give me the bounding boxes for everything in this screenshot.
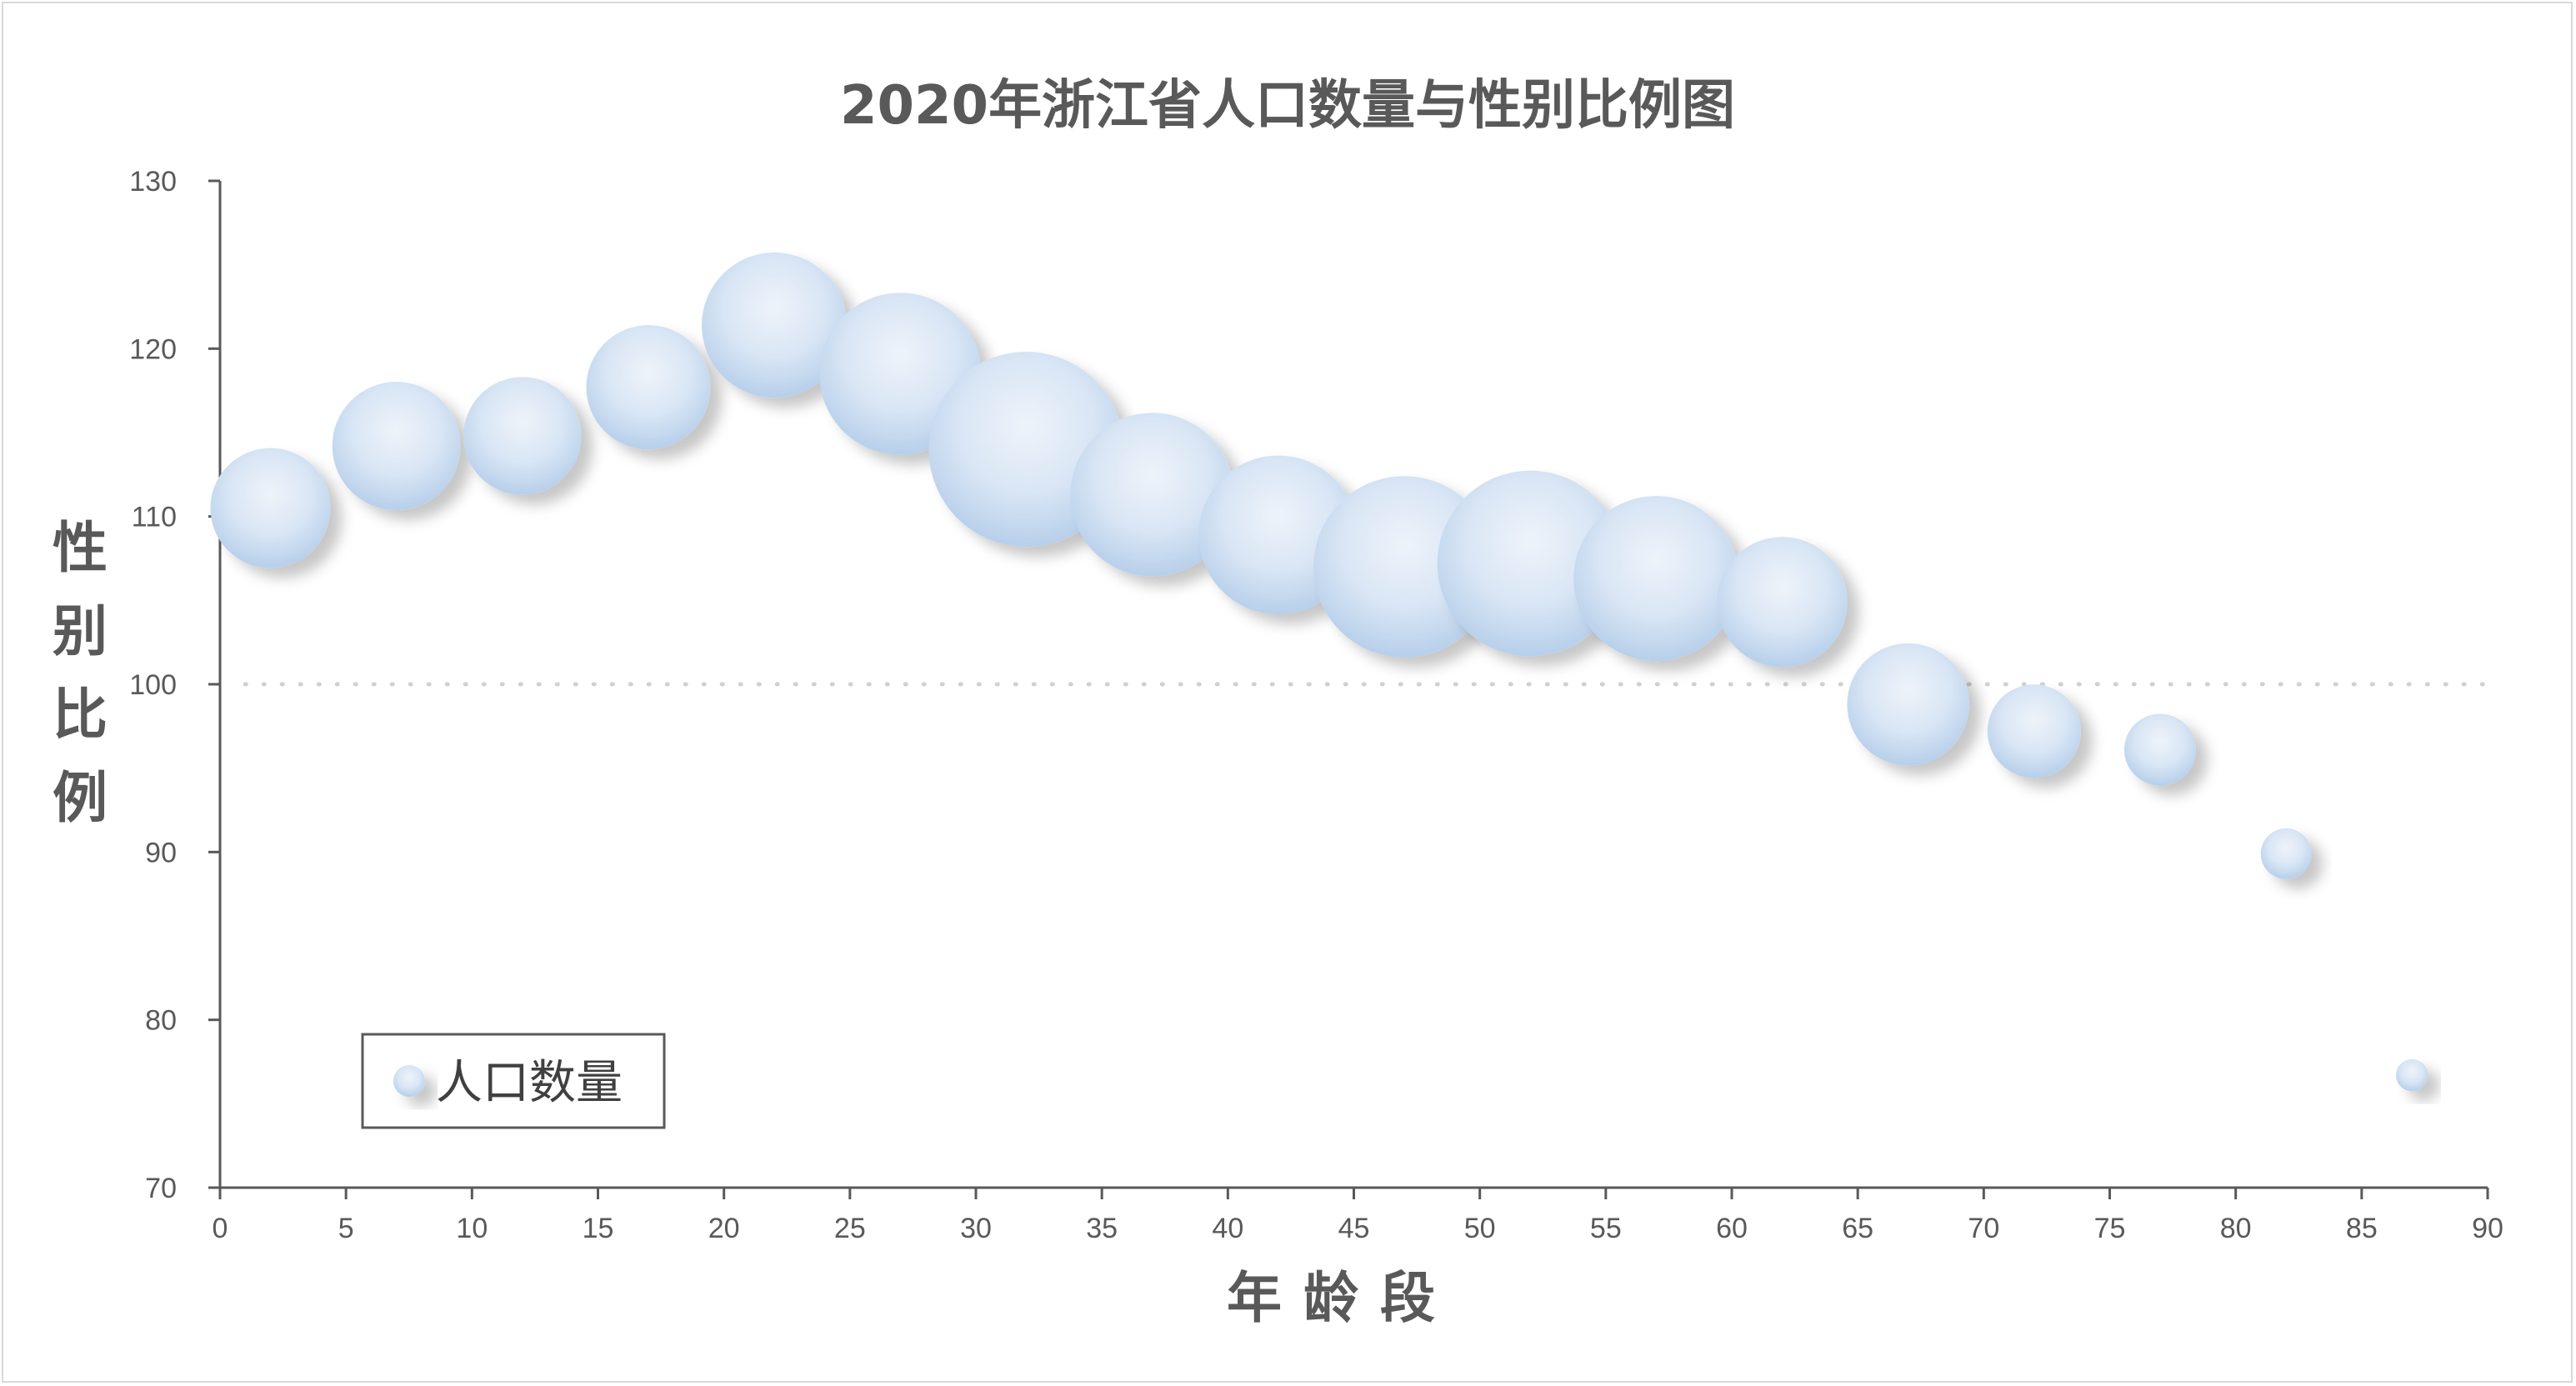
x-tick-label: 40 [1212,1213,1243,1244]
x-tick-label: 70 [1968,1213,1999,1244]
x-tick-label: 60 [1716,1213,1748,1244]
x-tick-label: 0 [213,1213,228,1244]
legend-marker [393,1065,425,1097]
bubble-point [2396,1058,2428,1092]
y-tick-label: 110 [132,502,177,533]
y-tick-label: 80 [145,1005,177,1037]
x-tick-label: 50 [1464,1213,1496,1244]
bubble-point [702,253,848,398]
bubble-point [463,377,582,495]
y-tick-label: 130 [129,166,177,198]
y-tick-label: 90 [145,837,177,868]
y-tick-label: 70 [145,1173,177,1204]
x-tick-label: 30 [960,1213,992,1244]
x-tick-label: 55 [1590,1213,1622,1244]
x-tick-label: 65 [1842,1213,1873,1244]
bubble-point [586,325,711,450]
x-tick-label: 35 [1086,1213,1118,1244]
x-tick-label: 20 [708,1213,740,1244]
bubble-layer [210,253,2428,1092]
bubble-point [210,448,331,568]
chart-title: 2020年浙江省人口数量与性别比例图 [840,75,1735,137]
x-tick-label: 75 [2094,1213,2126,1244]
legend: 人口数量 [361,1033,666,1129]
x-tick-label: 45 [1338,1213,1370,1244]
x-tick-label: 15 [583,1213,614,1244]
legend-label: 人口数量 [436,1056,623,1110]
bubble-point [1847,643,1969,766]
bubble-point [1070,413,1234,577]
bubble-point [1717,537,1848,668]
y-tick-label: 100 [129,669,177,701]
x-tick-label: 85 [2346,1213,2378,1244]
bubble-point [2123,713,2196,786]
x-tick-label: 80 [2220,1213,2252,1244]
bubble-point [2260,828,2312,879]
y-tick-label: 120 [129,333,177,365]
axes-layer: 70 80 90 100 110 120 130 0 5 10 15 20 25 30 35 40 45 50 55… [129,166,2503,1244]
bubble-point [1573,496,1739,662]
y-axis-title: 性别比例 [53,516,108,830]
x-axis-title: 年龄段 [1227,1266,1457,1330]
x-tick-label: 5 [338,1213,354,1244]
x-tick-label: 10 [456,1213,488,1244]
bubble-point [1987,684,2081,778]
x-tick-label: 25 [834,1213,866,1244]
x-tick-label: 90 [2472,1213,2503,1244]
bubble-point [332,382,461,511]
bubble-point [1437,470,1623,657]
